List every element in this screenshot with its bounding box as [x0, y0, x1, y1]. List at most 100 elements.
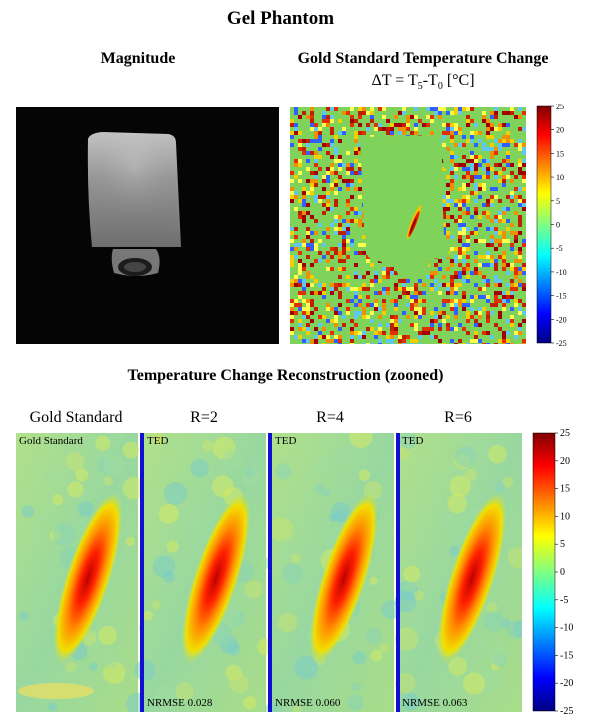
noise-pixel: [490, 335, 494, 339]
noise-pixel: [326, 307, 330, 311]
noise-pixel: [306, 167, 310, 171]
noise-pixel: [498, 219, 502, 223]
noise-pixel: [514, 331, 518, 335]
noise-pixel: [306, 299, 310, 303]
noise-pixel: [302, 327, 306, 331]
noise-pixel: [462, 231, 466, 235]
noise-pixel: [402, 123, 406, 127]
noise-pixel: [338, 343, 342, 344]
noise-pixel: [474, 123, 478, 127]
texture-blotch: [244, 466, 255, 478]
noise-pixel: [494, 151, 498, 155]
noise-pixel: [494, 231, 498, 235]
noise-pixel: [518, 299, 522, 303]
noise-pixel: [370, 327, 374, 331]
noise-pixel: [338, 275, 342, 279]
noise-pixel: [450, 307, 454, 311]
noise-pixel: [346, 275, 350, 279]
noise-pixel: [334, 335, 338, 339]
texture-blotch: [352, 650, 367, 665]
noise-pixel: [402, 111, 406, 115]
texture-blotch: [134, 659, 156, 681]
noise-pixel: [442, 231, 446, 235]
noise-pixel: [306, 339, 310, 343]
noise-pixel: [446, 223, 450, 227]
noise-pixel: [370, 343, 374, 344]
noise-pixel: [422, 327, 426, 331]
noise-pixel: [466, 239, 470, 243]
noise-pixel: [442, 215, 446, 219]
noise-pixel: [410, 115, 414, 119]
noise-pixel: [490, 235, 494, 239]
noise-pixel: [522, 339, 526, 343]
noise-pixel: [302, 263, 306, 267]
noise-pixel: [394, 115, 398, 119]
noise-pixel: [494, 239, 498, 243]
noise-pixel: [342, 227, 346, 231]
noise-pixel: [502, 175, 506, 179]
noise-pixel: [302, 111, 306, 115]
noise-pixel: [378, 127, 382, 131]
noise-pixel: [366, 287, 370, 291]
noise-pixel: [322, 115, 326, 119]
noise-pixel: [438, 111, 442, 115]
noise-pixel: [462, 135, 466, 139]
noise-pixel: [330, 171, 334, 175]
noise-pixel: [354, 119, 358, 123]
noise-pixel: [390, 299, 394, 303]
noise-pixel: [506, 271, 510, 275]
noise-pixel: [410, 131, 414, 135]
noise-pixel: [450, 155, 454, 159]
noise-pixel: [374, 279, 378, 283]
noise-pixel: [302, 187, 306, 191]
noise-pixel: [398, 111, 402, 115]
noise-pixel: [306, 323, 310, 327]
noise-pixel: [302, 199, 306, 203]
noise-pixel: [306, 143, 310, 147]
noise-pixel: [494, 195, 498, 199]
colorbar-top-tick-label: -10: [556, 268, 567, 277]
noise-pixel: [322, 175, 326, 179]
noise-pixel: [462, 143, 466, 147]
noise-pixel: [450, 339, 454, 343]
noise-pixel: [306, 311, 310, 315]
noise-pixel: [302, 151, 306, 155]
noise-pixel: [506, 163, 510, 167]
noise-pixel: [414, 131, 418, 135]
noise-pixel: [506, 135, 510, 139]
noise-pixel: [522, 175, 526, 179]
noise-pixel: [502, 291, 506, 295]
noise-pixel: [442, 199, 446, 203]
noise-pixel: [306, 303, 310, 307]
noise-pixel: [510, 191, 514, 195]
noise-pixel: [354, 187, 358, 191]
noise-pixel: [354, 295, 358, 299]
noise-pixel: [326, 171, 330, 175]
texture-blotch: [473, 640, 487, 654]
noise-pixel: [370, 311, 374, 315]
noise-pixel: [438, 267, 442, 271]
texture-blotch: [103, 476, 114, 486]
noise-pixel: [310, 123, 314, 127]
noise-pixel: [474, 335, 478, 339]
noise-pixel: [310, 111, 314, 115]
texture-blotch: [463, 672, 486, 695]
noise-pixel: [510, 291, 514, 295]
noise-pixel: [290, 239, 294, 243]
noise-pixel: [394, 123, 398, 127]
noise-pixel: [330, 119, 334, 123]
noise-pixel: [434, 271, 438, 275]
texture-blotch: [447, 493, 467, 514]
noise-pixel: [294, 195, 298, 199]
noise-pixel: [442, 299, 446, 303]
noise-pixel: [498, 291, 502, 295]
noise-pixel: [462, 299, 466, 303]
noise-pixel: [474, 339, 478, 343]
noise-pixel: [298, 295, 302, 299]
noise-pixel: [490, 123, 494, 127]
noise-pixel: [474, 271, 478, 275]
noise-pixel: [470, 163, 474, 167]
noise-pixel: [506, 195, 510, 199]
noise-pixel: [342, 231, 346, 235]
noise-pixel: [378, 323, 382, 327]
